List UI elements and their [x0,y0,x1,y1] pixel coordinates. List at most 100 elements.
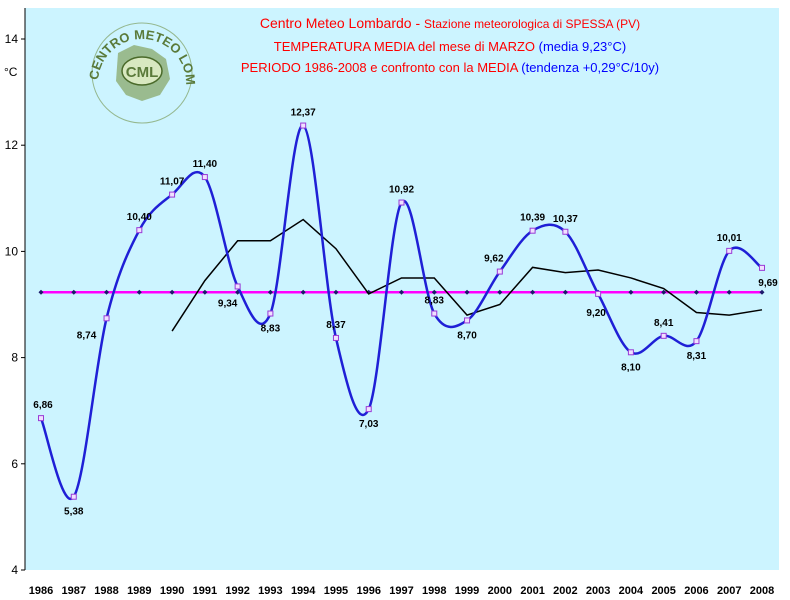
data-label: 8,83 [261,324,281,335]
temperature-marker [267,310,274,317]
data-label: 8,10 [621,362,641,373]
temperature-marker [136,227,143,234]
temperature-marker [365,406,372,413]
temperature-marker [300,122,307,129]
mean-line-marker [136,289,142,295]
mean-line-marker [71,289,77,295]
mean-line-marker [300,289,306,295]
y-axis-label: °C [4,65,18,79]
x-tick-label: 2001 [520,585,544,597]
temperature-marker [38,415,44,422]
x-tick-label: 1994 [291,585,316,597]
mean-line-marker [530,289,536,295]
y-tick-label: 4 [11,563,18,577]
title-line-3-a: PERIODO 1986-2008 e confronto con la MED… [241,60,521,75]
mean-line-marker [759,289,765,295]
x-tick-label: 2008 [750,585,774,597]
x-tick-label: 1992 [225,585,249,597]
data-label: 10,37 [553,214,578,225]
mean-line-marker [399,289,404,295]
mean-line-marker [38,289,44,295]
y-tick-label: 14 [5,32,19,46]
mean-line-marker [693,289,699,295]
temperature-marker [496,268,503,275]
x-tick-label: 1998 [422,585,446,597]
mean-line-marker [202,289,208,295]
data-label: 8,37 [326,320,346,331]
data-label: 10,01 [717,233,742,244]
plot-area [25,8,779,570]
data-label: 9,20 [586,308,606,319]
title-line-2: TEMPERATURA MEDIA del mese di MARZO (med… [274,39,626,54]
temperature-marker [70,493,77,500]
data-label: 12,37 [291,108,316,119]
x-tick-label: 1997 [389,585,413,597]
x-tick-label: 1986 [29,585,53,597]
axes: 4 6 8 10 12 14 1986 1987 1988 1989 1990 1991 1992 199… [5,8,774,597]
mean-line-marker [628,289,634,295]
data-labels: 6,86 5,38 8,74 10,40 11,07 11,40 9,34 8,83 12,37… [33,108,778,518]
temperature-marker [398,199,405,206]
x-tick-label: 2002 [553,585,577,597]
series-layer [38,122,765,501]
title-line-1-b: Stazione meteorologica di SPESSA (PV) [424,17,640,31]
logo-badge [121,56,163,86]
x-tick-label: 1996 [356,585,380,597]
temperature-marker [234,283,241,290]
data-label: 8,41 [654,318,674,329]
temperature-marker [660,332,667,339]
y-tick-label: 12 [5,138,19,152]
data-label: 8,70 [457,330,477,341]
temperature-marker [431,310,438,317]
data-label: 10,92 [389,185,414,196]
x-tick-label: 2003 [586,585,610,597]
x-tick-label: 2004 [619,585,644,597]
temperature-marker [627,349,634,356]
temperature-marker [332,334,339,341]
temperature-marker [201,174,208,181]
x-tick-label: 2007 [717,585,741,597]
x-tick-label: 1990 [160,585,184,597]
title-line-3-b: (tendenza +0,29°C/10y) [521,60,659,75]
mean-line-marker [431,289,437,295]
x-tick-label: 1988 [94,585,118,597]
temperature-marker [595,290,602,297]
temperature-marker [103,315,110,322]
title-line-1-a: Centro Meteo Lombardo - [260,15,424,31]
title-line-3: PERIODO 1986-2008 e confronto con la MED… [241,60,659,75]
temperature-marker [759,264,765,271]
title-line-2-a: TEMPERATURA MEDIA del mese di MARZO [274,39,539,54]
x-tick-label: 1999 [455,585,479,597]
moving-average-line [171,218,763,332]
mean-line-marker [726,289,732,295]
data-label: 10,40 [127,212,152,223]
temperature-marker [464,317,471,324]
y-tick-label: 8 [11,351,18,365]
data-label: 8,83 [425,296,445,307]
data-label: 6,86 [33,400,53,411]
mean-line-marker [497,289,503,295]
data-label: 8,74 [77,330,97,341]
x-tick-label: 1995 [324,585,348,597]
x-tick-label: 1989 [127,585,151,597]
temperature-marker [693,338,700,345]
x-tick-label: 2006 [684,585,708,597]
data-label: 11,07 [160,177,185,188]
mean-line-marker [464,289,470,295]
logo-ring [91,22,193,124]
mean-line-marker [267,289,273,295]
title-line-2-b: (media 9,23°C) [539,39,627,54]
x-tick-label: 1987 [62,585,86,597]
x-tick-label: 2005 [651,585,675,597]
temperature-marker [726,247,733,254]
data-label: 9,34 [218,298,238,309]
data-label: 5,38 [64,507,84,518]
data-label: 8,31 [687,351,707,362]
mean-line-marker [661,289,667,295]
data-label: 11,40 [193,159,218,170]
temperature-marker [562,228,569,235]
x-tick-label: 1993 [258,585,282,597]
temperature-marker [529,227,536,234]
y-tick-label: 10 [5,244,19,258]
